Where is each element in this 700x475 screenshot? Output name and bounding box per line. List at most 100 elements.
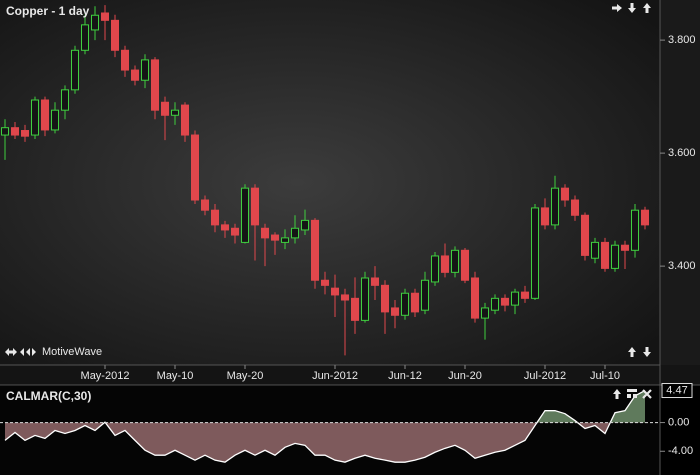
candle-body: [291, 227, 299, 239]
settings-icon[interactable]: [627, 389, 637, 398]
candle-body: [271, 234, 279, 241]
candle-body: [381, 284, 389, 313]
zoom-icon[interactable]: [20, 348, 36, 356]
candle-body: [21, 130, 29, 137]
candle-body: [571, 199, 579, 216]
candle-body: [311, 219, 319, 281]
last-value-label: 4.47: [666, 384, 687, 396]
x-tick-label: May-20: [227, 370, 264, 382]
candle-body: [591, 241, 599, 259]
candle-body: [441, 255, 449, 273]
candle-body: [301, 219, 309, 231]
candle-body: [321, 279, 329, 286]
move-up-icon[interactable]: [613, 389, 621, 399]
up-icon[interactable]: [628, 347, 636, 357]
candle-body: [101, 12, 109, 21]
indicator-title: CALMAR(C,30): [6, 389, 91, 403]
candle-body: [141, 59, 149, 81]
last-value-box: [661, 383, 693, 399]
up-icon[interactable]: [643, 3, 651, 13]
candle-body: [231, 227, 239, 236]
candle-body: [1, 127, 9, 136]
candle-body: [251, 187, 259, 226]
x-tick-label: Jun-2012: [312, 370, 358, 382]
candle-body: [511, 291, 519, 306]
candle-body: [361, 277, 369, 321]
down-icon[interactable]: [628, 3, 636, 13]
candle-body: [431, 255, 439, 283]
candle-body: [111, 19, 119, 51]
down-icon[interactable]: [643, 347, 651, 357]
x-tick-label: May-10: [157, 370, 194, 382]
candle-body: [211, 209, 219, 226]
x-tick-label: Jul-10: [590, 370, 620, 382]
candle-body: [201, 199, 209, 211]
candle-body: [611, 244, 619, 269]
time-axis: [0, 365, 700, 385]
y-tick-label: 3.600: [668, 147, 696, 159]
candle-body: [491, 297, 499, 311]
candle-body: [411, 292, 419, 313]
candle-body: [541, 207, 549, 226]
candle-body: [451, 249, 459, 273]
x-tick-label: Jun-12: [388, 370, 422, 382]
candle-body: [131, 69, 139, 81]
candle-body: [121, 49, 129, 71]
candle-body: [41, 99, 49, 131]
expand-icon[interactable]: [5, 348, 17, 356]
candle-body: [391, 307, 399, 316]
candle-body: [631, 209, 639, 251]
candle-body: [281, 237, 289, 243]
candle-body: [181, 104, 189, 136]
candle-body: [551, 187, 559, 226]
candle-body: [91, 14, 99, 31]
x-tick-label: May-2012: [81, 370, 130, 382]
indicator-line: [4, 389, 646, 463]
candle-body: [581, 214, 589, 256]
y-tick-label: -4.00: [668, 445, 693, 457]
chart-title: Copper - 1 day: [6, 4, 90, 18]
scroll-right-icon[interactable]: [612, 4, 622, 12]
candle-body: [171, 109, 179, 116]
price-plot: [0, 0, 660, 365]
candle-body: [31, 99, 39, 136]
candle-body: [521, 291, 529, 299]
candle-body: [621, 244, 629, 251]
toolbar-icons[interactable]: [5, 3, 652, 399]
close-icon[interactable]: [642, 389, 652, 399]
y-tick-label: 3.800: [668, 34, 696, 46]
candle-body: [51, 109, 59, 131]
price-axis: [660, 0, 700, 385]
x-tick-label: Jul-2012: [524, 370, 566, 382]
candle-body: [501, 297, 509, 306]
brand: MotiveWave: [42, 346, 102, 358]
candle-body: [351, 297, 359, 321]
candle-body: [11, 127, 19, 136]
candle-body: [461, 249, 469, 281]
candle-body: [421, 279, 429, 311]
candle-body: [641, 209, 649, 226]
candle-body: [531, 207, 539, 299]
candle-body: [71, 49, 79, 91]
candle-body: [151, 59, 159, 111]
candle-body: [341, 294, 349, 301]
candle-body: [161, 101, 169, 116]
candle-body: [401, 292, 409, 316]
candle-body: [471, 277, 479, 319]
y-tick-label: 3.400: [668, 260, 696, 272]
candle-body: [191, 134, 199, 201]
candle-body: [561, 187, 569, 201]
price-chart: 3.400 3.600 3.800 May-2012 May-10 May-20 Jun-2…: [1, 5, 696, 382]
y-tick-label: 0.00: [668, 416, 689, 428]
x-tick-label: Jun-20: [448, 370, 482, 382]
candle-body: [61, 89, 69, 111]
area-negative: [5, 422, 611, 463]
candle-body: [81, 24, 89, 51]
candle-body: [221, 224, 229, 231]
candle-body: [331, 287, 339, 296]
candle-body: [371, 277, 379, 286]
candle-body: [261, 227, 269, 239]
candle-body: [241, 187, 249, 243]
indicator-chart: 0.00 -4.00 4.47: [0, 383, 693, 463]
